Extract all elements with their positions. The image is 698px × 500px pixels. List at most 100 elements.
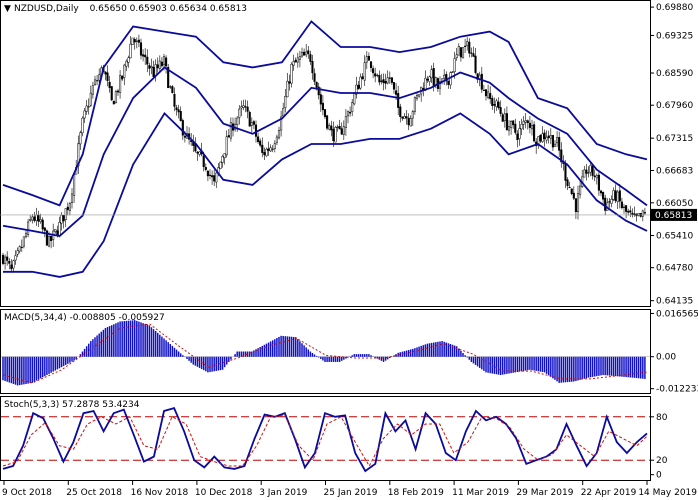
candle-body xyxy=(583,169,586,178)
candle-body xyxy=(275,136,278,143)
current-price-box xyxy=(651,208,697,221)
candle-body xyxy=(447,80,450,85)
candle-body xyxy=(10,264,13,270)
date-tick-label: 29 Mar 2019 xyxy=(516,488,573,498)
candle-body xyxy=(73,174,76,196)
candle-body xyxy=(528,122,531,128)
candle-body xyxy=(328,125,331,130)
candle-body xyxy=(539,134,542,142)
candle-body xyxy=(332,128,335,142)
candle-body xyxy=(127,57,130,63)
current-price-label: 0.65813 xyxy=(655,211,692,221)
candle-body xyxy=(33,216,36,221)
candle-body xyxy=(4,256,7,264)
candle-body xyxy=(480,73,483,90)
macd-tick-label: 0.00 xyxy=(656,353,676,363)
candle-body xyxy=(62,215,65,222)
candle-body xyxy=(484,89,488,97)
candle-body xyxy=(83,110,86,119)
candle-body xyxy=(22,236,25,247)
stoch-tick-label: 80 xyxy=(656,413,668,423)
candle-body xyxy=(290,63,293,84)
candle-body xyxy=(365,56,368,63)
bollinger-upper-band xyxy=(2,20,648,207)
candle-body xyxy=(543,132,546,139)
candle-body xyxy=(595,175,598,179)
candle-body xyxy=(405,116,408,119)
candle-body xyxy=(330,125,333,131)
candle-body xyxy=(133,38,136,43)
candle-body xyxy=(374,73,377,77)
candle-body xyxy=(158,60,161,69)
candle-body xyxy=(236,117,239,125)
candle-body xyxy=(378,75,381,83)
stoch-tick-label: 0 xyxy=(656,471,662,481)
price-tick-label: 0.64135 xyxy=(656,297,693,307)
candle-body xyxy=(31,216,34,221)
candle-body xyxy=(512,120,515,126)
date-tick-label: 10 Dec 2018 xyxy=(195,488,253,498)
candle-body xyxy=(593,175,596,178)
candle-body xyxy=(29,219,32,221)
candle-body xyxy=(16,250,19,255)
candle-body xyxy=(223,153,226,158)
candle-body xyxy=(627,210,630,213)
candle-body xyxy=(238,108,241,118)
candle-body xyxy=(246,106,249,112)
candle-body xyxy=(579,185,582,195)
candle-body xyxy=(589,165,592,173)
candle-body xyxy=(227,135,230,138)
candle-body xyxy=(112,100,115,105)
bollinger-lower-band xyxy=(3,111,648,278)
candle-body xyxy=(165,57,168,67)
candle-body xyxy=(81,117,84,134)
candle-body xyxy=(470,52,473,54)
candle-body xyxy=(514,123,517,133)
candle-body xyxy=(211,175,214,178)
candle-body xyxy=(334,127,337,143)
candle-body xyxy=(181,120,184,136)
price-tick-label: 0.64780 xyxy=(656,264,693,274)
candle-body xyxy=(382,79,385,83)
date-tick-label: 3 Jan 2019 xyxy=(259,488,307,498)
candle-body xyxy=(541,133,544,142)
stoch-axis-ticks: 80 20 0 xyxy=(650,413,668,481)
candle-body xyxy=(384,81,387,84)
candle-body xyxy=(614,190,617,202)
candle-body xyxy=(620,201,623,209)
candle-body xyxy=(468,41,471,54)
candle-body xyxy=(250,122,253,126)
candle-body xyxy=(369,61,373,68)
candle-body xyxy=(173,93,176,107)
candle-body xyxy=(564,163,567,181)
candle-body xyxy=(89,92,92,106)
candle-body xyxy=(549,135,552,139)
candle-body xyxy=(629,210,632,213)
candle-body xyxy=(292,61,295,66)
candle-body xyxy=(602,191,605,200)
candle-body xyxy=(510,120,513,129)
candle-body xyxy=(288,81,291,84)
candle-body xyxy=(93,79,97,85)
price-tick-label: 0.69880 xyxy=(656,3,693,13)
candle-body xyxy=(43,227,46,231)
candle-body xyxy=(152,67,155,77)
candle-body xyxy=(457,46,460,56)
candle-body xyxy=(568,186,571,189)
candle-body xyxy=(79,132,82,145)
candle-body xyxy=(175,107,178,111)
candle-body xyxy=(597,174,600,191)
price-tick-label: 0.67960 xyxy=(656,101,693,111)
candle-body xyxy=(351,102,354,112)
candle-body xyxy=(167,66,170,89)
candle-body xyxy=(307,50,310,54)
candle-body xyxy=(599,190,603,194)
candle-body xyxy=(622,206,626,208)
candle-body xyxy=(47,236,51,247)
candle-body xyxy=(313,73,316,82)
candle-body xyxy=(66,206,69,211)
price-panel-header: NZDUSD,Daily 0.65650 0.65903 0.65634 0.6… xyxy=(14,4,247,14)
candle-body xyxy=(319,94,322,105)
candle-body xyxy=(150,66,153,68)
